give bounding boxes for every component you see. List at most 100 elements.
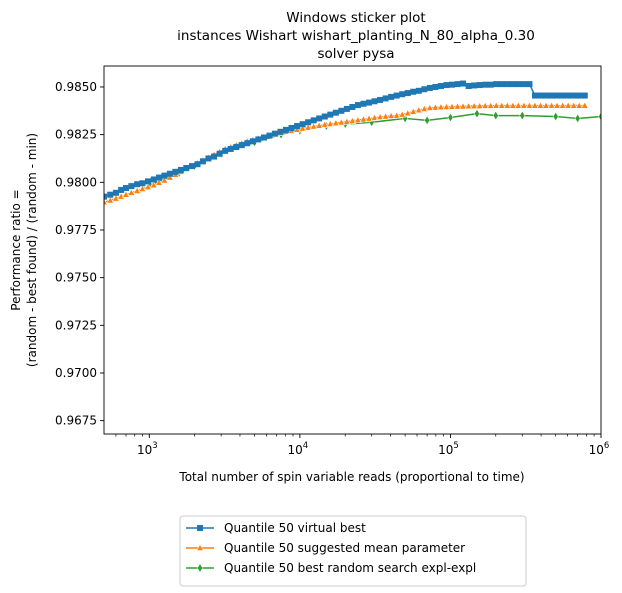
legend-entry: Quantile 50 suggested mean parameter (186, 541, 465, 555)
x-axis-label: Total number of spin variable reads (pro… (178, 470, 524, 484)
data-point (481, 101, 490, 109)
series-layer (104, 80, 601, 206)
data-point (155, 178, 163, 186)
data-point (205, 155, 212, 162)
data-point (410, 88, 417, 95)
data-point (293, 125, 301, 133)
data-point (475, 101, 484, 109)
data-point (233, 144, 240, 151)
legend: Quantile 50 virtual best Quantile 50 sugg… (179, 515, 527, 587)
x-axis: 103 104 105 106 (115, 434, 610, 457)
data-point (310, 117, 317, 124)
data-point (316, 115, 323, 122)
data-point (574, 113, 581, 124)
data-point (409, 107, 418, 115)
x-tick-label: 106 (589, 441, 610, 457)
data-point (570, 92, 577, 99)
data-point (122, 190, 130, 198)
data-point (471, 82, 478, 89)
x-tick-label: 105 (438, 441, 459, 457)
x-tick-exponent: 6 (604, 441, 609, 451)
data-point (183, 165, 190, 172)
data-point (299, 121, 306, 128)
data-point (134, 181, 141, 188)
data-point (454, 81, 461, 88)
data-point (331, 118, 340, 127)
data-point (465, 83, 472, 90)
data-point (377, 96, 384, 103)
data-point (404, 90, 411, 97)
data-point (482, 81, 489, 88)
data-point (414, 106, 423, 114)
data-point (354, 102, 361, 109)
legend-marker (197, 525, 203, 531)
data-point (348, 116, 357, 124)
legend-entry: Quantile 50 best random search expl-expl (186, 561, 476, 575)
data-point (509, 81, 516, 88)
data-point (547, 101, 556, 109)
x-tick-exponent: 4 (303, 441, 308, 451)
data-point (598, 111, 601, 122)
data-point (298, 124, 307, 132)
data-point (519, 110, 526, 121)
data-point (486, 101, 495, 109)
data-point (537, 92, 544, 99)
data-point (415, 87, 422, 94)
data-point (448, 102, 456, 110)
data-point (294, 123, 301, 130)
data-point (371, 98, 378, 105)
data-point (266, 132, 273, 139)
y-axis: 0.9675 0.9700 0.9725 0.9750 0.9775 0.9800 0.98… (55, 80, 104, 428)
y-tick-label: 0.9725 (55, 318, 97, 332)
data-point (166, 170, 173, 177)
legend-marker (197, 563, 203, 573)
data-point (464, 102, 473, 110)
data-point (337, 118, 346, 126)
y-tick-label: 0.9700 (55, 366, 97, 380)
x-tick-base: 10 (589, 443, 604, 457)
data-point (487, 81, 494, 88)
data-point (508, 101, 517, 109)
legend-marker (196, 543, 204, 551)
data-point (564, 101, 573, 109)
data-point (166, 173, 174, 181)
data-point (227, 145, 234, 152)
data-point (460, 80, 467, 87)
data-point (188, 163, 195, 170)
data-point (309, 122, 318, 130)
data-point (106, 196, 115, 204)
data-point (255, 136, 262, 143)
data-point (536, 101, 545, 109)
series-line (104, 104, 585, 204)
x-tick-base: 10 (438, 443, 453, 457)
series-line (149, 112, 601, 186)
x-tick-label: 104 (288, 441, 309, 457)
data-point (542, 101, 550, 109)
data-point (288, 124, 295, 131)
data-point (421, 86, 428, 93)
data-point (118, 186, 125, 193)
y-tick-label: 0.9800 (55, 175, 97, 189)
data-point (139, 180, 146, 187)
data-point (520, 101, 528, 109)
data-point (492, 101, 501, 109)
data-point (283, 126, 290, 133)
data-point (503, 101, 512, 109)
data-point (504, 81, 511, 88)
data-point (327, 111, 334, 118)
data-point (426, 84, 433, 91)
data-point (497, 101, 506, 109)
y-tick-label: 0.9825 (55, 128, 97, 142)
data-point (199, 158, 206, 165)
data-point (447, 112, 454, 123)
data-point (277, 128, 284, 135)
data-point (548, 92, 555, 99)
data-point (238, 142, 245, 149)
data-point (420, 104, 429, 112)
series-2 (104, 101, 589, 206)
data-point (432, 83, 439, 90)
data-point (398, 110, 407, 118)
y-axis-label-line-1: Performance ratio = (9, 189, 23, 310)
data-point (172, 168, 179, 175)
y-tick-label: 0.9675 (55, 414, 97, 428)
